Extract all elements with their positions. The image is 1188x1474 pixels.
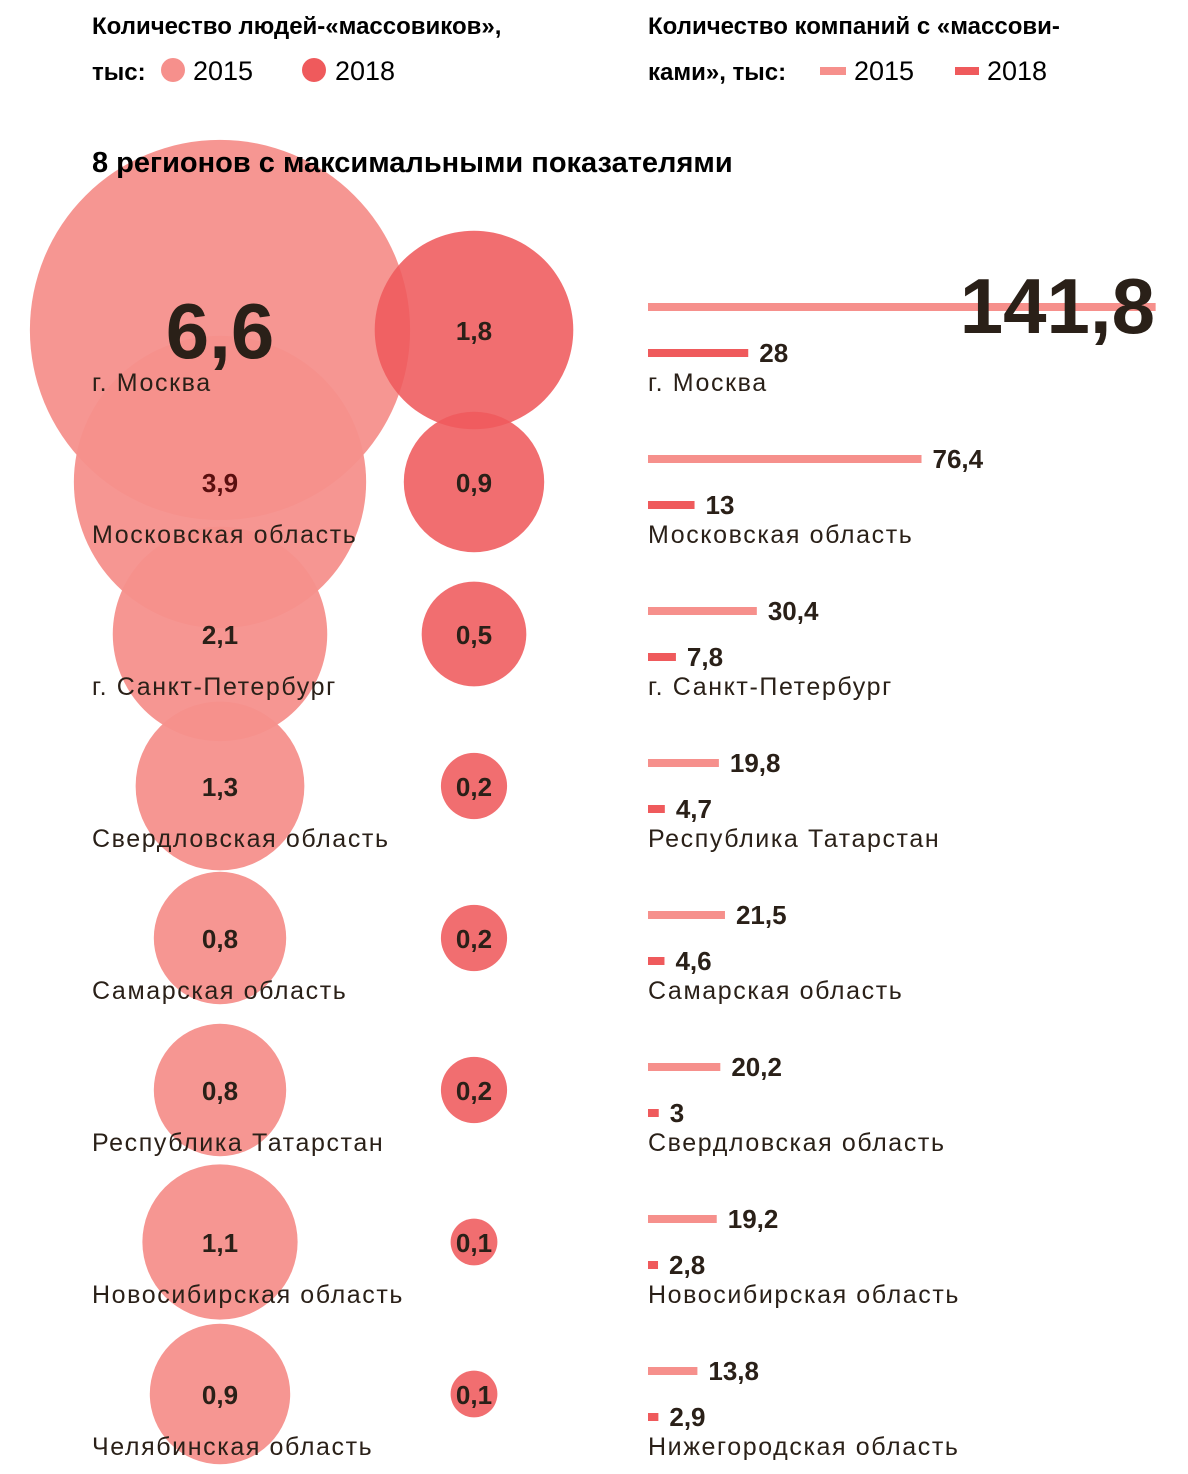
bubble-region-label: Свердловская область <box>92 825 390 853</box>
bar-2015 <box>648 607 757 615</box>
bar-region-label: г. Санкт-Петербург <box>648 673 893 701</box>
bubble-2015 <box>149 1323 291 1465</box>
bar-2018 <box>648 957 665 965</box>
bubble-region-label: Республика Татарстан <box>92 1129 384 1157</box>
legend-2015-bar <box>820 67 846 75</box>
bar-2018 <box>648 501 695 509</box>
bubble-label-2015: 3,9 <box>202 468 238 498</box>
bar-2015 <box>648 455 922 463</box>
bubble-label-2018: 0,1 <box>456 1380 492 1410</box>
legend-companies-2018: 2018 <box>987 56 1047 86</box>
bar-label-2018: 2,8 <box>669 1250 705 1280</box>
bubble-2015 <box>73 335 367 629</box>
legend-companies-title: Количество компаний с «массови- <box>648 13 1060 40</box>
bar-label-2018: 28 <box>759 338 788 368</box>
bar-label-2018: 7,8 <box>687 642 723 672</box>
bubble-2018 <box>450 1218 498 1266</box>
bubble-2015 <box>112 526 328 742</box>
bar-2018 <box>648 1413 659 1421</box>
legend-people-unit: тыс: <box>92 59 146 86</box>
bar-region-label: г. Москва <box>648 369 768 397</box>
bar-region-label: Новосибирская область <box>648 1281 960 1309</box>
bubble-2018 <box>421 581 527 687</box>
bubble-2018 <box>440 904 508 972</box>
bar-2018 <box>648 653 676 661</box>
bar-label-2018: 4,7 <box>676 794 712 824</box>
bar-label-2015: 19,8 <box>730 748 781 778</box>
legend-2018-bar <box>955 67 979 75</box>
bubble-label-2015: 1,3 <box>202 772 238 802</box>
bubble-label-2018: 0,5 <box>456 620 492 650</box>
chart-title: 8 регионов с максимальными показателями <box>92 147 733 179</box>
bubble-label-2018: 0,1 <box>456 1228 492 1258</box>
legend-people-2018: 2018 <box>335 56 395 86</box>
bar-2015 <box>648 911 725 919</box>
bar-region-label: Республика Татарстан <box>648 825 940 853</box>
bubble-2018 <box>450 1370 498 1418</box>
bubble-label-2018: 1,8 <box>456 316 492 346</box>
bar-2015 <box>648 1215 717 1223</box>
bubble-label-2015: 0,9 <box>202 1380 238 1410</box>
bar-label-2015: 141,8 <box>960 262 1155 350</box>
bar-label-2015: 20,2 <box>731 1052 782 1082</box>
bubble-2015 <box>153 1023 287 1157</box>
bubble-region-label: Московская область <box>92 521 357 549</box>
bar-region-label: Нижегородская область <box>648 1433 960 1461</box>
legend-people-2015: 2015 <box>193 56 253 86</box>
legend-people-title: Количество людей-«массовиков», <box>92 13 501 40</box>
bubble-layer: 6,6 3,9 2,1 1,3 0,8 0,8 1,1 0,9 1,8 0,9 0,5 0,2 0,2 0… <box>29 139 574 1465</box>
bar-label-2015: 13,8 <box>708 1356 759 1386</box>
legend-companies-unit: ками», тыс: <box>648 59 786 86</box>
bubble-label-2015: 0,8 <box>202 924 238 954</box>
bubble-label-2015: 6,6 <box>166 287 274 375</box>
bar-region-label: Свердловская область <box>648 1129 946 1157</box>
bar-2015 <box>648 1367 698 1375</box>
bar-2018 <box>648 1261 659 1269</box>
bubble-label-2018: 0,2 <box>456 772 492 802</box>
bubble-2015 <box>142 1164 298 1320</box>
bar-layer: 141,8 76,4 30,4 19,8 21,5 20,2 19,2 13,8 28 13 7,8… <box>648 262 1156 1461</box>
bar-label-2018: 3 <box>670 1098 684 1128</box>
legend-2018-circle <box>302 58 326 82</box>
bar-label-2015: 76,4 <box>933 444 984 474</box>
bubble-region-label: Самарская область <box>92 977 347 1005</box>
legend-2015-circle <box>161 58 185 82</box>
bubble-label-2015: 1,1 <box>202 1228 238 1258</box>
bar-label-2018: 4,6 <box>675 946 711 976</box>
bubble-2018 <box>440 752 508 820</box>
bubble-region-label: г. Санкт-Петербург <box>92 673 337 701</box>
legend-companies-2015: 2015 <box>854 56 914 86</box>
bar-2018 <box>648 349 749 357</box>
bubble-2018 <box>403 411 545 553</box>
bar-2018 <box>648 805 665 813</box>
bubble-label-2018: 0,2 <box>456 924 492 954</box>
bar-label-2015: 21,5 <box>736 900 787 930</box>
bubble-2018 <box>440 1056 508 1124</box>
bubble-label-2015: 0,8 <box>202 1076 238 1106</box>
bubble-2015 <box>135 701 305 871</box>
bubble-2018 <box>374 230 574 430</box>
bar-label-2018: 13 <box>706 490 735 520</box>
bar-2015 <box>648 303 1156 311</box>
bubble-region-label: Новосибирская область <box>92 1281 404 1309</box>
bubble-label-2018: 0,9 <box>456 468 492 498</box>
bubble-2015 <box>153 871 287 1005</box>
bar-2015 <box>648 759 719 767</box>
bar-label-2018: 2,9 <box>669 1402 705 1432</box>
bubble-label-2018: 0,2 <box>456 1076 492 1106</box>
bar-2015 <box>648 1063 721 1071</box>
bar-region-label: Самарская область <box>648 977 903 1005</box>
bar-region-label: Московская область <box>648 521 913 549</box>
bubble-region-label: г. Москва <box>92 369 212 397</box>
bar-2018 <box>648 1109 659 1117</box>
bubble-region-label: Челябинская область <box>92 1433 373 1461</box>
bar-label-2015: 30,4 <box>768 596 819 626</box>
bubble-label-2015: 2,1 <box>202 620 238 650</box>
bar-label-2015: 19,2 <box>728 1204 779 1234</box>
